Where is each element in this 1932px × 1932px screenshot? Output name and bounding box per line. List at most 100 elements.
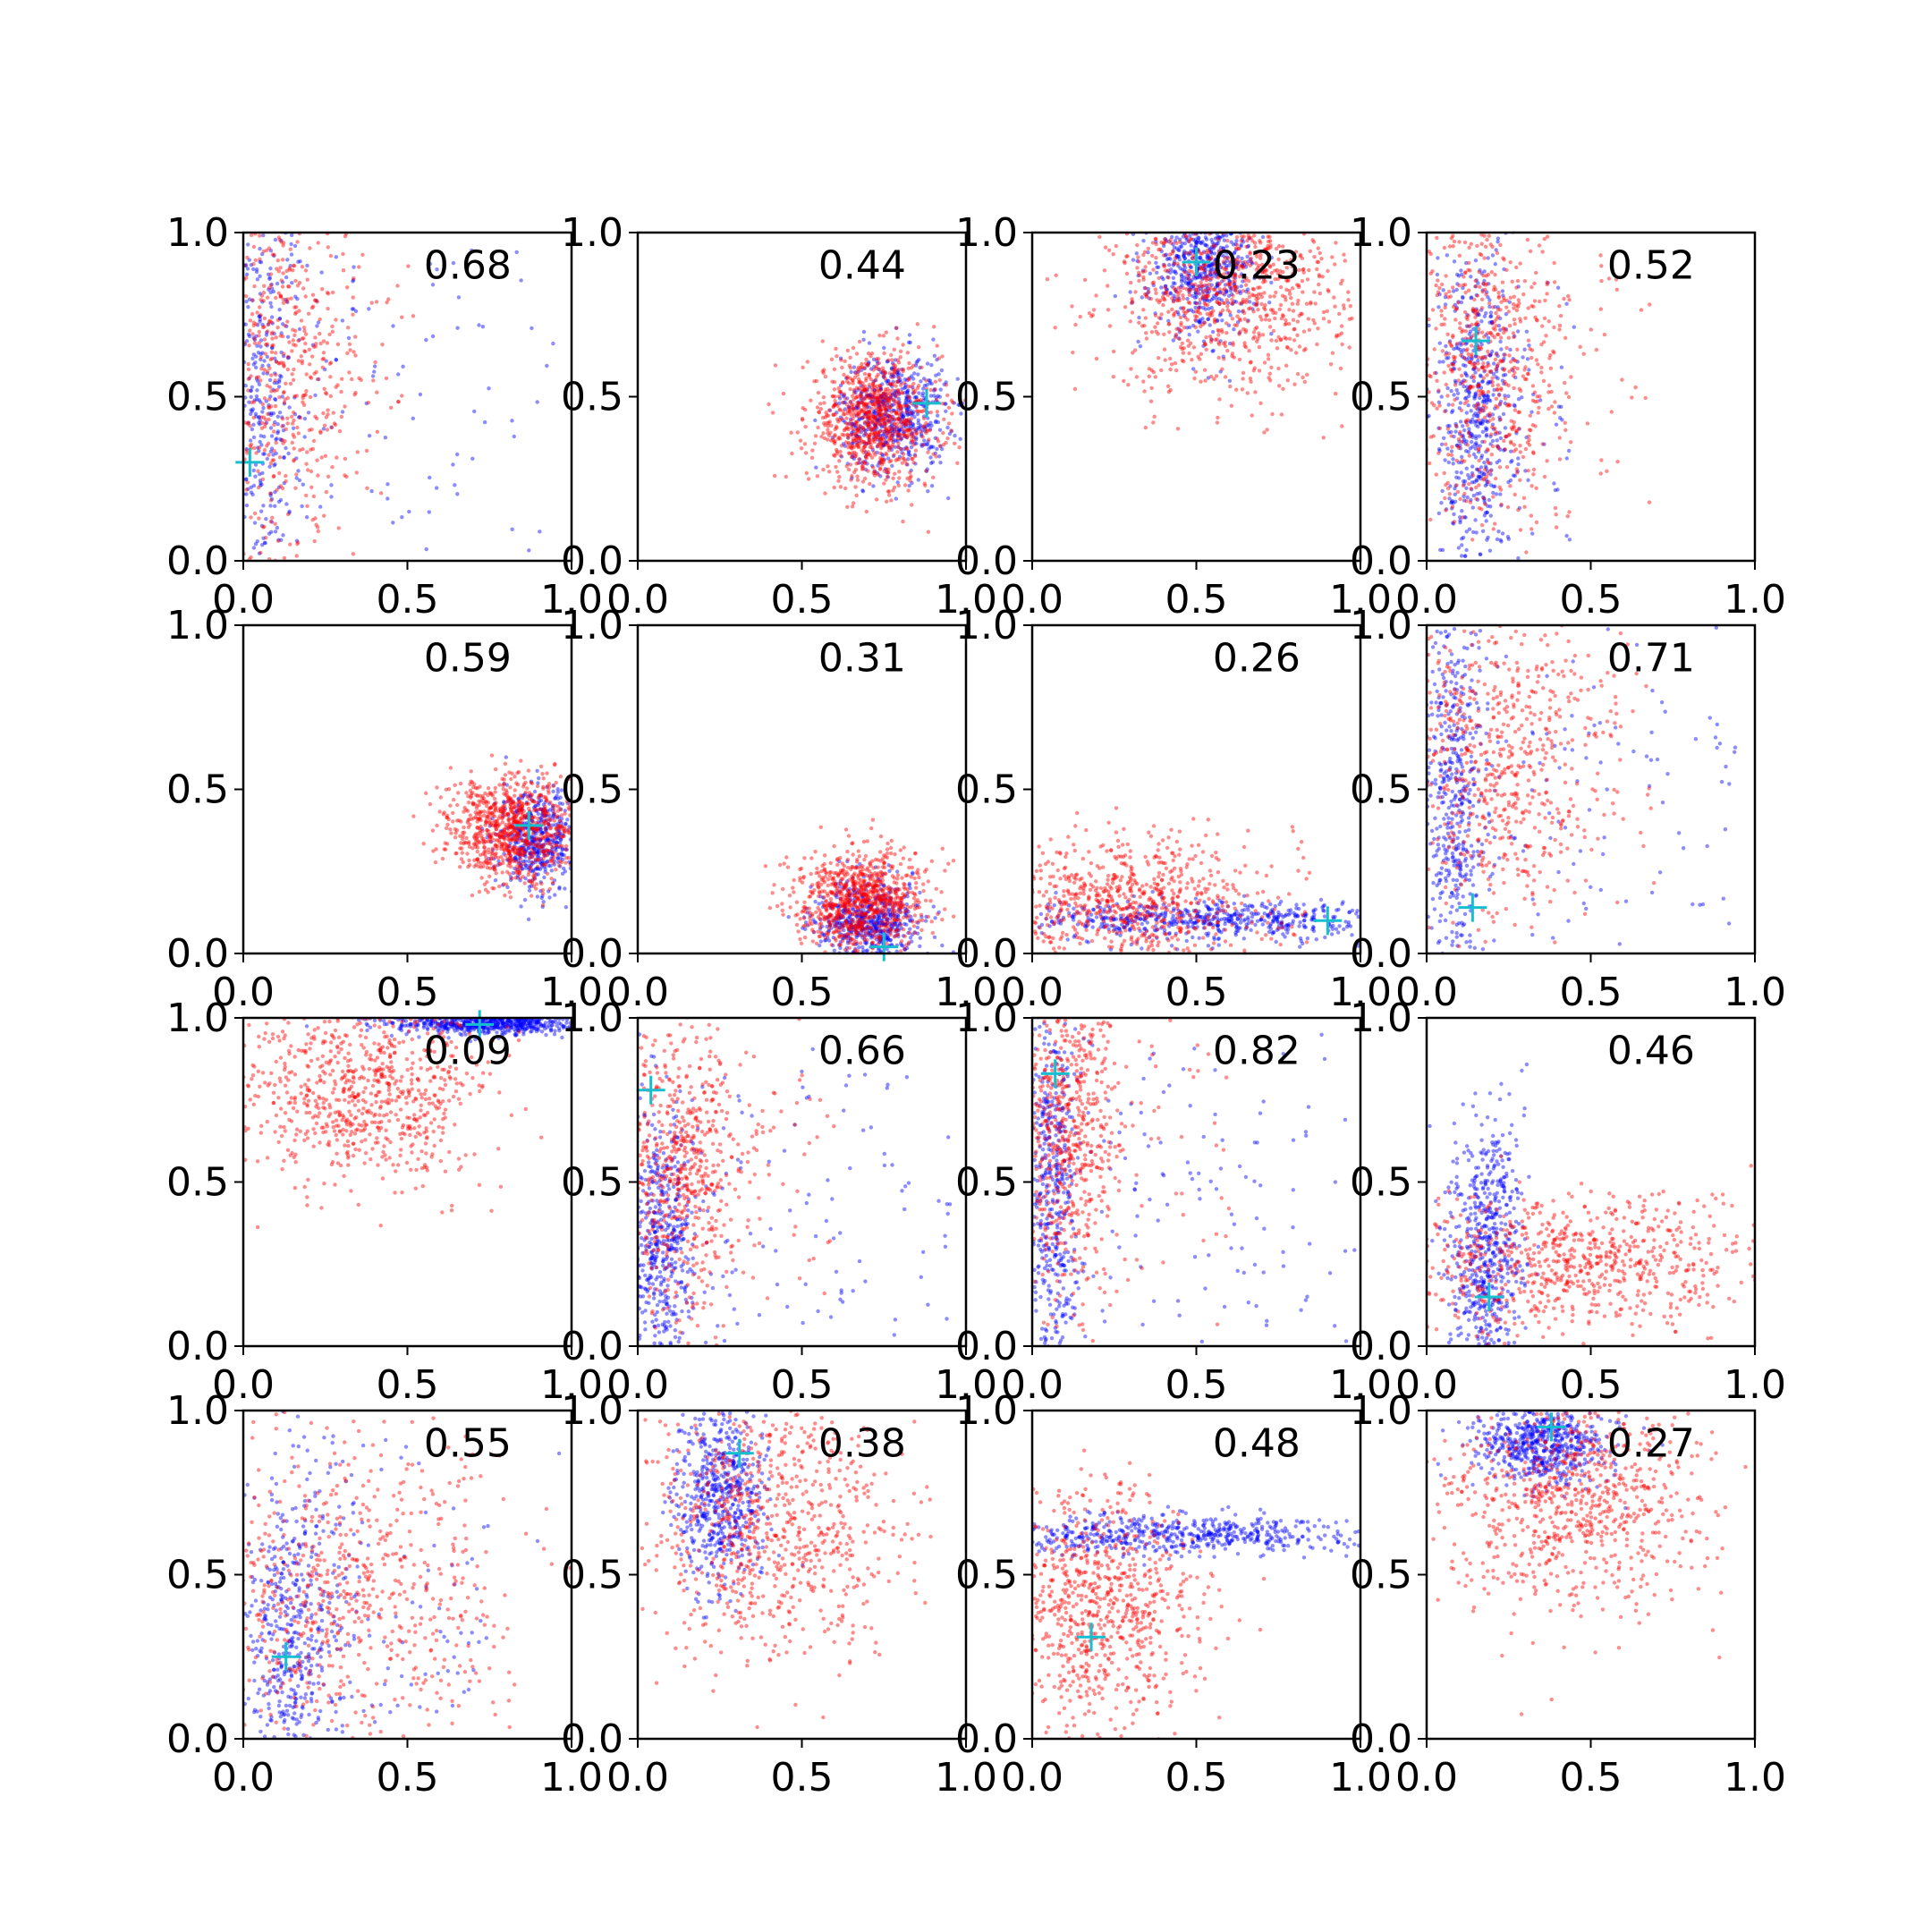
data-point [867, 437, 871, 442]
data-point [1483, 464, 1488, 469]
data-point [287, 340, 292, 344]
data-point [269, 404, 274, 409]
data-point [314, 342, 318, 346]
data-point [944, 402, 948, 406]
data-point [904, 408, 910, 413]
data-point [321, 351, 326, 355]
data-point [1458, 443, 1462, 448]
data-point [313, 344, 318, 349]
data-point [1470, 373, 1476, 378]
data-point [910, 430, 915, 436]
score-annotation: 0.68 [424, 242, 512, 288]
data-point [923, 424, 928, 429]
data-point [347, 370, 352, 375]
data-point [309, 354, 315, 359]
data-point [915, 322, 919, 326]
data-point [1174, 368, 1179, 373]
data-point [844, 416, 849, 420]
data-point [401, 364, 405, 369]
data-point [886, 413, 891, 419]
data-point [890, 384, 894, 389]
data-point [264, 333, 269, 337]
data-point [1346, 298, 1351, 302]
data-point [888, 381, 893, 386]
data-point [293, 278, 298, 284]
data-point [255, 310, 259, 315]
data-point [912, 371, 917, 376]
data-point [1224, 233, 1229, 238]
data-point [1513, 370, 1517, 375]
data-point [1202, 267, 1207, 271]
data-point [1179, 279, 1184, 284]
data-point [851, 453, 855, 458]
data-point [1319, 257, 1324, 261]
data-point [1480, 421, 1485, 426]
data-point [878, 386, 883, 391]
data-point [835, 447, 839, 453]
data-point [1240, 387, 1245, 392]
data-point [1462, 482, 1467, 487]
data-point [902, 377, 908, 382]
data-point [1245, 287, 1250, 292]
data-point [261, 504, 266, 508]
data-point [877, 411, 882, 416]
data-point [877, 367, 881, 372]
data-point [1259, 262, 1265, 267]
data-point [1515, 469, 1521, 474]
data-point [303, 294, 308, 299]
data-point [290, 349, 294, 353]
data-point [884, 427, 888, 431]
data-point [1161, 302, 1165, 308]
data-point [360, 252, 365, 257]
data-point [1204, 290, 1209, 294]
data-point [1217, 235, 1223, 241]
data-point [278, 437, 283, 442]
data-point [874, 497, 879, 502]
data-point [1232, 283, 1236, 287]
data-point [1464, 419, 1469, 425]
data-point [1301, 267, 1305, 272]
data-point [851, 378, 855, 383]
data-point [886, 428, 892, 432]
data-point [1317, 273, 1322, 277]
data-point [257, 449, 261, 453]
data-point [249, 515, 253, 520]
data-point [1284, 298, 1288, 302]
data-point [303, 349, 308, 354]
data-point [1446, 402, 1451, 407]
data-point [887, 392, 893, 396]
data-point [854, 428, 859, 433]
data-point [1299, 252, 1303, 258]
data-point [247, 258, 251, 262]
data-point [868, 395, 872, 401]
data-point [265, 444, 269, 448]
data-point [855, 419, 860, 424]
data-point [1478, 470, 1482, 474]
data-point [886, 467, 891, 471]
data-point [352, 307, 356, 311]
data-point [1508, 484, 1513, 488]
data-point [863, 428, 868, 433]
data-point [284, 427, 288, 431]
series-red [767, 322, 966, 534]
data-point [1153, 287, 1158, 292]
data-point [911, 411, 915, 416]
data-point [262, 284, 267, 288]
data-point [1205, 255, 1209, 259]
data-point [1460, 380, 1464, 385]
data-point [1157, 356, 1161, 360]
data-point [869, 430, 875, 435]
data-point [1460, 460, 1464, 465]
data-point [873, 423, 877, 428]
data-point [894, 326, 899, 330]
data-point [902, 386, 907, 390]
data-point [847, 409, 852, 413]
data-point [1462, 498, 1467, 503]
data-point [1173, 288, 1177, 292]
data-point [1206, 254, 1211, 258]
data-point [314, 369, 318, 375]
data-point [1295, 333, 1300, 337]
data-point [1338, 366, 1343, 371]
data-point [1225, 348, 1230, 353]
data-point [883, 421, 887, 426]
